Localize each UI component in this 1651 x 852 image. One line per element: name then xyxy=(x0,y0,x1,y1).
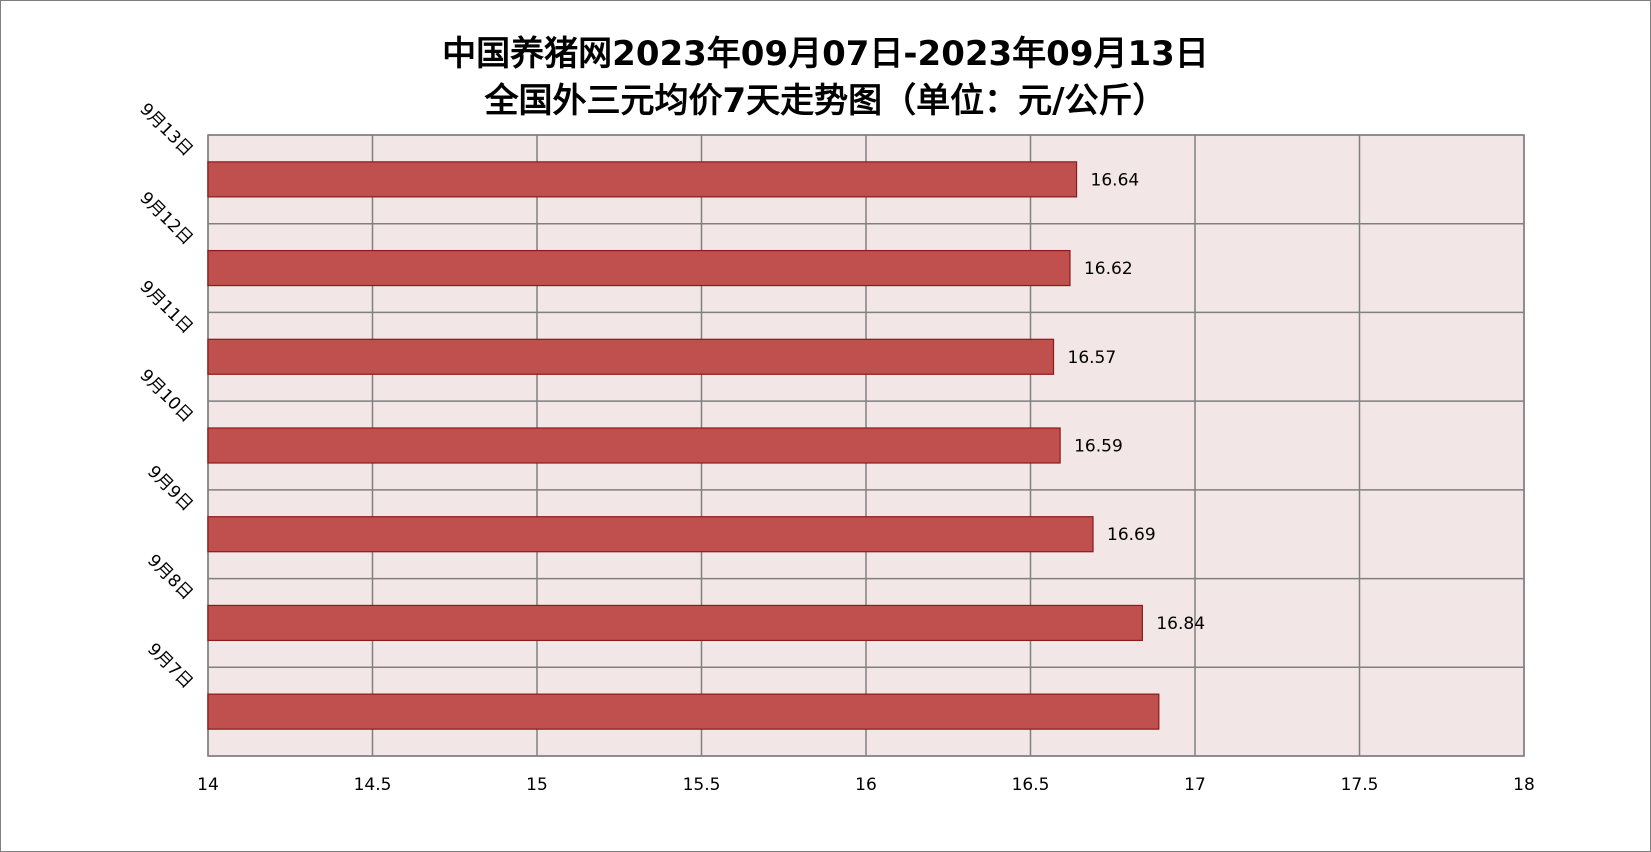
y-category-label: 9月9日 xyxy=(143,462,196,515)
data-label-2: 16.62 xyxy=(1084,259,1133,279)
x-tick-label: 14.5 xyxy=(354,775,392,795)
x-tick-label: 15 xyxy=(526,775,548,795)
x-tick-label: 17 xyxy=(1184,775,1206,795)
y-axis-categories: 9月13日 9月12日 9月11日 9月10日 9月9日 9月8日 9月7日 xyxy=(135,99,196,692)
chart-title-line-1: 中国养猪网2023年09月07日-2023年09月13日 xyxy=(442,34,1209,74)
bar-1 xyxy=(207,161,1078,198)
y-category-label: 9月13日 xyxy=(135,99,196,160)
x-tick-label: 16.5 xyxy=(1012,775,1050,795)
data-labels: 16.64 16.62 16.57 16.59 16.69 16.84 xyxy=(1068,170,1206,634)
bar-3 xyxy=(207,338,1055,375)
y-category-label: 9月10日 xyxy=(135,366,196,427)
data-label-6: 16.84 xyxy=(1156,614,1205,634)
y-category-label: 9月12日 xyxy=(135,188,196,249)
bar-7 xyxy=(207,693,1160,730)
x-tick-label: 16 xyxy=(855,775,877,795)
bar-2 xyxy=(207,249,1071,287)
data-label-4: 16.59 xyxy=(1074,437,1123,457)
x-tick-label: 15.5 xyxy=(683,775,721,795)
y-category-label: 9月7日 xyxy=(143,639,196,692)
y-category-label: 9月8日 xyxy=(143,551,196,604)
data-label-3: 16.57 xyxy=(1068,348,1117,368)
chart-title-line-2: 全国外三元均价7天走势图（单位：元/公斤） xyxy=(484,81,1167,121)
bar-4 xyxy=(207,427,1061,464)
x-tick-label: 17.5 xyxy=(1341,775,1379,795)
data-label-5: 16.69 xyxy=(1107,525,1156,545)
data-label-1: 16.64 xyxy=(1091,170,1140,190)
x-tick-label: 18 xyxy=(1513,775,1535,795)
bar-5 xyxy=(207,516,1094,553)
y-category-label: 9月11日 xyxy=(135,277,196,338)
gridlines xyxy=(207,134,1525,757)
bar-6 xyxy=(207,604,1143,642)
x-axis-ticks: 14 14.5 15 15.5 16 16.5 17 17.5 18 xyxy=(197,775,1535,795)
bars xyxy=(207,161,1160,730)
x-tick-label: 14 xyxy=(197,775,219,795)
